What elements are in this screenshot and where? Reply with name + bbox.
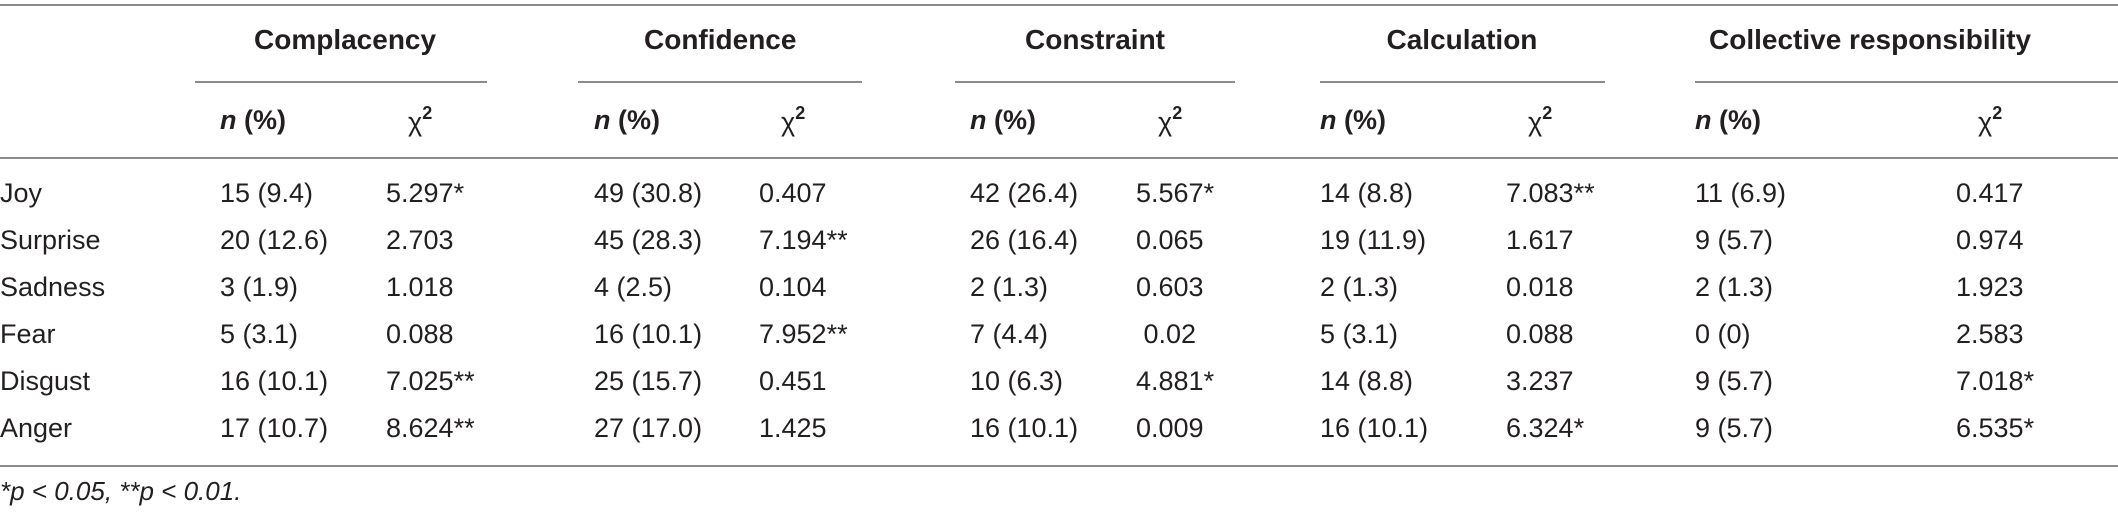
subheader-n-percent: n (%): [220, 105, 286, 135]
row-label-fear: Fear: [0, 319, 56, 349]
cell-n-percent: 16 (10.1): [594, 319, 703, 349]
cell-chi-square: 2.703: [386, 225, 454, 255]
subheader-chi-square: χ2: [408, 103, 433, 137]
cell-chi-square: 0.104: [759, 272, 827, 302]
cell-n-percent: 9 (5.7): [1695, 225, 1774, 255]
group-rule: [1695, 81, 2118, 83]
table-header-rule: [0, 157, 2118, 159]
subheader-chi-square: χ2: [1528, 103, 1553, 137]
cell-chi-square: 8.624**: [386, 413, 475, 443]
cell-n-percent: 2 (1.3): [1320, 272, 1399, 302]
group-header-complacency: Complacency: [254, 24, 437, 55]
cell-n-percent: 7 (4.4): [970, 319, 1049, 349]
cell-chi-square: 1.425: [759, 413, 827, 443]
cell-chi-square: 0.407: [759, 178, 827, 208]
group-header-calculation: Calculation: [1386, 24, 1538, 55]
group-rule: [578, 81, 862, 83]
cell-n-percent: 15 (9.4): [220, 178, 314, 208]
cell-n-percent: 9 (5.7): [1695, 366, 1774, 396]
row-label-anger: Anger: [0, 413, 73, 443]
cell-n-percent: 17 (10.7): [220, 413, 329, 443]
group-header-constraint: Constraint: [1025, 24, 1165, 55]
cell-n-percent: 27 (17.0): [594, 413, 703, 443]
cell-chi-square: 1.018: [386, 272, 454, 302]
cell-chi-square: 0.603: [1136, 272, 1204, 302]
group-header-collective-responsibility: Collective responsibility: [1709, 24, 2032, 55]
cell-chi-square: 7.083**: [1506, 178, 1595, 208]
cell-n-percent: 26 (16.4): [970, 225, 1079, 255]
cell-n-percent: 16 (10.1): [1320, 413, 1429, 443]
cell-chi-square: 0.451: [759, 366, 827, 396]
subheader-n-percent: n (%): [1320, 105, 1386, 135]
cell-chi-square: 6.535*: [1956, 413, 2035, 443]
cell-chi-square: 0.974: [1956, 225, 2024, 255]
cell-n-percent: 0 (0): [1695, 319, 1751, 349]
cell-n-percent: 49 (30.8): [594, 178, 703, 208]
cell-n-percent: 10 (6.3): [970, 366, 1064, 396]
cell-chi-square: 0.018: [1506, 272, 1574, 302]
cell-n-percent: 9 (5.7): [1695, 413, 1774, 443]
cell-n-percent: 11 (6.9): [1695, 178, 1787, 208]
table-footnote: *p < 0.05, **p < 0.01.: [0, 476, 242, 506]
cell-chi-square: 1.617: [1506, 225, 1574, 255]
cell-n-percent: 3 (1.9): [220, 272, 299, 302]
subheader-n-percent: n (%): [970, 105, 1036, 135]
subheader-chi-square: χ2: [1978, 103, 2003, 137]
cell-chi-square: 7.025**: [386, 366, 475, 396]
group-rule: [195, 81, 487, 83]
cell-chi-square: 2.583: [1956, 319, 2024, 349]
cell-n-percent: 2 (1.3): [970, 272, 1049, 302]
cell-chi-square: 6.324*: [1506, 413, 1585, 443]
cell-n-percent: 14 (8.8): [1320, 178, 1414, 208]
cell-chi-square: 5.297*: [386, 178, 465, 208]
cell-n-percent: 16 (10.1): [220, 366, 329, 396]
cell-n-percent: 16 (10.1): [970, 413, 1079, 443]
cell-n-percent: 4 (2.5): [594, 272, 673, 302]
subheader-chi-square: χ2: [781, 103, 806, 137]
cell-chi-square: 0.009: [1136, 413, 1204, 443]
group-rule: [955, 81, 1235, 83]
row-label-joy: Joy: [0, 178, 43, 208]
group-header-confidence: Confidence: [644, 24, 797, 55]
cell-chi-square: 7.018*: [1956, 366, 2035, 396]
cell-chi-square: 3.237: [1506, 366, 1574, 396]
group-rule: [1320, 81, 1605, 83]
cell-n-percent: 5 (3.1): [220, 319, 299, 349]
row-label-surprise: Surprise: [0, 225, 101, 255]
row-label-sadness: Sadness: [0, 272, 106, 302]
table-top-rule: [0, 4, 2118, 6]
cell-n-percent: 19 (11.9): [1320, 225, 1427, 255]
cell-chi-square: 0.02: [1143, 319, 1197, 349]
cell-n-percent: 5 (3.1): [1320, 319, 1399, 349]
row-label-disgust: Disgust: [0, 366, 91, 396]
cell-n-percent: 14 (8.8): [1320, 366, 1414, 396]
subheader-n-percent: n (%): [1695, 105, 1761, 135]
cell-chi-square: 7.952**: [759, 319, 848, 349]
subheader-chi-square: χ2: [1158, 103, 1183, 137]
cell-chi-square: 0.417: [1956, 178, 2024, 208]
table-bottom-rule: [0, 465, 2118, 467]
cell-n-percent: 45 (28.3): [594, 225, 703, 255]
cell-chi-square: 7.194**: [759, 225, 848, 255]
cell-chi-square: 4.881*: [1136, 366, 1215, 396]
cell-chi-square: 5.567*: [1136, 178, 1215, 208]
cell-chi-square: 0.088: [1506, 319, 1574, 349]
subheader-n-percent: n (%): [594, 105, 660, 135]
cell-chi-square: 0.088: [386, 319, 454, 349]
cell-chi-square: 0.065: [1136, 225, 1204, 255]
cell-n-percent: 25 (15.7): [594, 366, 703, 396]
cell-n-percent: 42 (26.4): [970, 178, 1079, 208]
cell-chi-square: 1.923: [1956, 272, 2024, 302]
cell-n-percent: 20 (12.6): [220, 225, 329, 255]
cell-n-percent: 2 (1.3): [1695, 272, 1774, 302]
